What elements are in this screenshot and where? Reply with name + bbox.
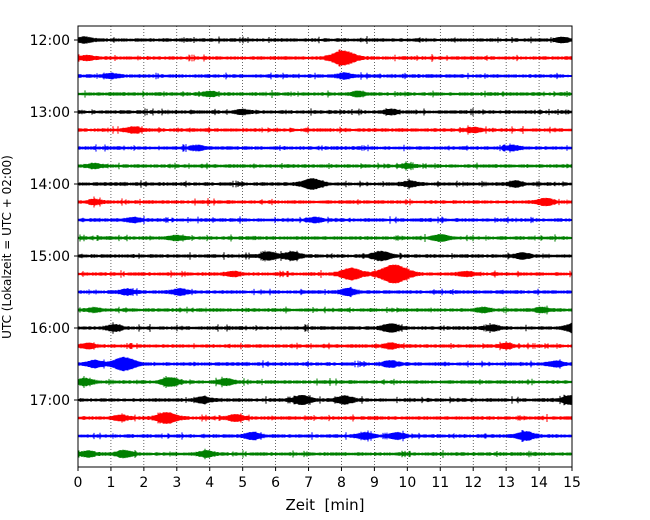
x-tick-label: 5 (238, 475, 247, 491)
x-tick-label: 7 (304, 475, 313, 491)
y-axis-label: UTC (Lokalzeit = UTC + 02:00) (0, 155, 14, 339)
y-axis: 12:00 13:00 14:00 15:00 16:00 17:00 (30, 33, 78, 409)
x-tick-label: 8 (337, 475, 346, 491)
x-tick-label: 6 (271, 475, 280, 491)
y-tick-label: 12:00 (30, 33, 70, 49)
x-tick-label: 2 (139, 475, 148, 491)
x-tick-label: 10 (398, 475, 416, 491)
x-tick-label: 14 (530, 475, 548, 491)
y-tick-label: 14:00 (30, 177, 70, 193)
x-axis-label: Zeit [min] (285, 496, 364, 514)
x-tick-label: 0 (74, 475, 83, 491)
seismic-traces (77, 36, 573, 460)
x-tick-label: 12 (464, 475, 482, 491)
y-tick-label: 13:00 (30, 105, 70, 121)
x-tick-label: 9 (370, 475, 379, 491)
x-tick-label: 13 (497, 475, 515, 491)
x-tick-label: 3 (172, 475, 181, 491)
x-tick-label: 11 (431, 475, 449, 491)
plot-frame (77, 25, 573, 468)
y-tick-label: 17:00 (30, 393, 70, 409)
x-tick-label: 15 (563, 475, 581, 491)
y-tick-label: 16:00 (30, 321, 70, 337)
x-tick-label: 1 (106, 475, 115, 491)
y-tick-label: 15:00 (30, 249, 70, 265)
x-tick-label: 4 (205, 475, 214, 491)
x-axis: 0 1 2 3 4 5 6 7 8 9 10 11 12 13 14 15 (74, 467, 581, 491)
